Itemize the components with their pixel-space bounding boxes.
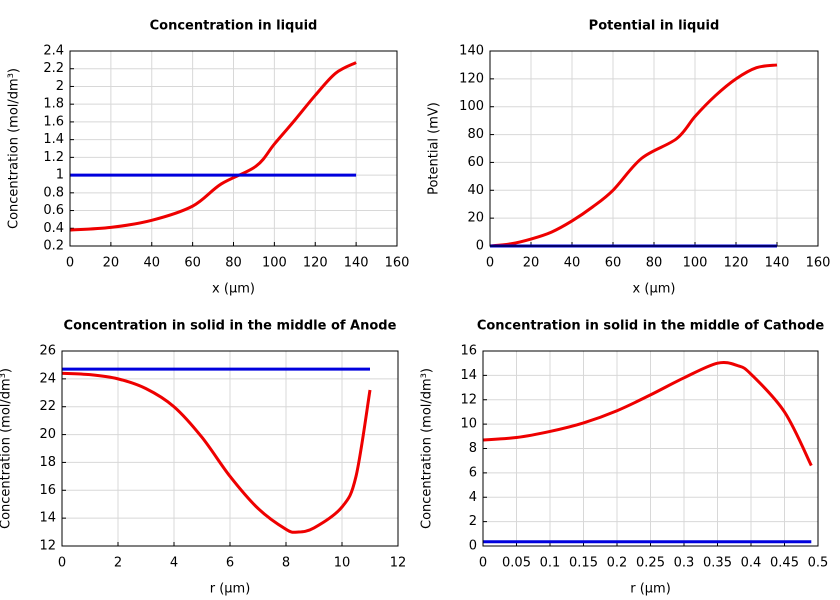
x-tick-label: 10	[334, 556, 351, 571]
y-tick-label: 26	[39, 344, 56, 359]
x-axis-label: r (µm)	[210, 582, 251, 597]
x-tick-label: 20	[523, 256, 540, 271]
x-tick-label: 0	[479, 556, 487, 571]
y-tick-label: 120	[459, 71, 484, 86]
chart-title: Potential in liquid	[589, 19, 720, 34]
y-tick-label: 0	[469, 539, 477, 554]
x-tick-label: 0.5	[808, 556, 829, 571]
y-tick-label: 12	[460, 392, 477, 407]
x-tick-label: 0.3	[674, 556, 695, 571]
y-tick-label: 1.8	[43, 97, 64, 112]
x-tick-label: 2	[114, 556, 122, 571]
y-tick-label: 1.2	[43, 150, 64, 165]
data-line	[69, 61, 357, 232]
y-tick-label: 10	[460, 417, 477, 432]
x-tick-label: 160	[806, 256, 831, 271]
chart-title: Concentration in solid in the middle of …	[477, 319, 825, 334]
x-tick-label: 100	[683, 256, 708, 271]
y-tick-label: 100	[459, 99, 484, 114]
y-tick-label: 2	[469, 514, 477, 529]
y-tick-label: 0	[476, 239, 484, 254]
y-tick-label: 1.6	[43, 114, 64, 129]
x-tick-label: 0	[66, 256, 74, 271]
x-tick-label: 0.1	[540, 556, 561, 571]
y-tick-label: 4	[469, 490, 477, 505]
x-tick-label: 4	[170, 556, 178, 571]
x-tick-label: 0	[486, 256, 494, 271]
chart-title: Concentration in liquid	[150, 19, 318, 34]
data-line	[489, 63, 778, 248]
x-tick-label: 0.45	[770, 556, 799, 571]
x-tick-label: 100	[262, 256, 287, 271]
y-tick-label: 6	[469, 465, 477, 480]
x-tick-label: 20	[103, 256, 120, 271]
y-tick-label: 40	[467, 183, 484, 198]
y-tick-label: 24	[39, 371, 56, 386]
x-tick-label: 0.25	[636, 556, 665, 571]
x-tick-label: 8	[282, 556, 290, 571]
y-tick-label: 60	[467, 155, 484, 170]
x-tick-label: 0.4	[741, 556, 762, 571]
y-tick-label: 8	[469, 441, 477, 456]
y-tick-label: 2	[56, 79, 64, 94]
y-tick-label: 14	[39, 511, 56, 526]
x-tick-label: 40	[143, 256, 160, 271]
chart-title: Concentration in solid in the middle of …	[64, 319, 397, 334]
x-tick-label: 0.35	[703, 556, 732, 571]
y-tick-label: 0.6	[43, 203, 64, 218]
y-tick-label: 14	[460, 368, 477, 383]
y-tick-label: 22	[39, 399, 56, 414]
y-tick-label: 16	[460, 344, 477, 359]
y-tick-label: 1.4	[43, 132, 64, 147]
x-tick-label: 80	[646, 256, 663, 271]
data-line	[61, 371, 372, 534]
x-tick-label: 120	[724, 256, 749, 271]
plot-frame	[69, 50, 398, 247]
x-axis-label: x (µm)	[212, 282, 255, 297]
y-tick-label: 2.4	[43, 44, 64, 59]
x-tick-label: 60	[184, 256, 201, 271]
y-tick-label: 140	[459, 44, 484, 59]
y-tick-label: 0.2	[43, 239, 64, 254]
plot-frame	[61, 350, 399, 547]
y-axis-label: Concentration (mol/dm³)	[420, 368, 435, 529]
y-tick-label: 12	[39, 539, 56, 554]
y-tick-label: 18	[39, 455, 56, 470]
x-axis-label: r (µm)	[630, 582, 671, 597]
data-line	[482, 360, 813, 467]
x-tick-label: 0.05	[502, 556, 531, 571]
x-tick-label: 60	[605, 256, 622, 271]
y-axis-label: Potential (mV)	[427, 102, 442, 195]
y-tick-label: 80	[467, 127, 484, 142]
x-tick-label: 0.15	[569, 556, 598, 571]
y-tick-label: 20	[39, 427, 56, 442]
plot-frame	[482, 350, 819, 547]
x-tick-label: 0	[58, 556, 66, 571]
y-tick-label: 0.4	[43, 221, 64, 236]
y-axis-label: Concentration (mol/dm³)	[7, 68, 22, 229]
x-axis-label: x (µm)	[633, 282, 676, 297]
x-tick-label: 120	[303, 256, 328, 271]
y-tick-label: 1	[56, 168, 64, 183]
y-tick-label: 16	[39, 483, 56, 498]
x-tick-label: 12	[390, 556, 407, 571]
y-tick-label: 20	[467, 211, 484, 226]
y-tick-label: 0.8	[43, 185, 64, 200]
x-tick-label: 0.2	[607, 556, 628, 571]
x-tick-label: 80	[225, 256, 242, 271]
y-tick-label: 2.2	[43, 61, 64, 76]
plot-frame	[489, 50, 819, 247]
x-tick-label: 6	[226, 556, 234, 571]
x-tick-label: 140	[344, 256, 369, 271]
y-axis-label: Concentration (mol/dm³)	[0, 368, 14, 529]
x-tick-label: 140	[765, 256, 790, 271]
x-tick-label: 40	[564, 256, 581, 271]
x-tick-label: 160	[385, 256, 410, 271]
